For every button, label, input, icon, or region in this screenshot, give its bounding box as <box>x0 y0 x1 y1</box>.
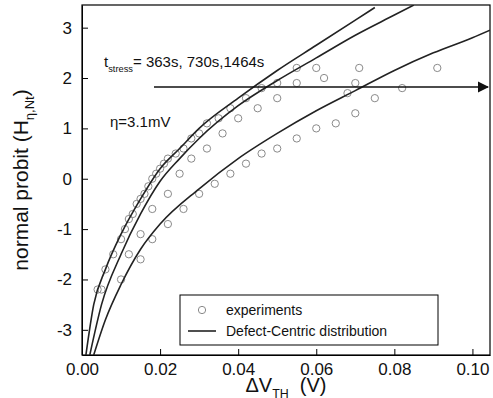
annotation-main: η=3.1mV <box>110 113 170 130</box>
data-point <box>313 64 320 71</box>
y-tick-mark <box>82 28 88 29</box>
y-tick-mark <box>82 229 88 230</box>
data-point <box>274 95 281 102</box>
marks <box>86 5 490 355</box>
data-point <box>203 145 210 152</box>
y-tick-label: 1 <box>63 119 72 138</box>
x-axis-title: ΔVTH (V) <box>245 374 326 398</box>
annotation: tstress= 363s, 730s,1464s <box>104 53 264 74</box>
data-point <box>211 180 218 187</box>
x-tick-mark <box>472 349 473 355</box>
data-point <box>137 230 144 237</box>
x-tick-label: 0.02 <box>144 360 177 379</box>
plot-frame <box>82 5 490 355</box>
y-axis-line <box>82 6 83 356</box>
x-tick-label: 0.08 <box>378 360 411 379</box>
data-point <box>254 105 261 112</box>
y-tick-mark <box>82 128 88 129</box>
y-tick: -2 <box>57 270 88 289</box>
chart: 0.000.020.040.060.080.10-3-2-10123tstres… <box>0 0 493 398</box>
y-tick: 1 <box>63 119 88 138</box>
annotation: η=3.1mV <box>110 113 170 130</box>
y-tick-mark <box>82 78 88 79</box>
y-axis-title-main: normal probit (H <box>9 120 32 271</box>
y-axis-title: normal probit (Hη,Nt) <box>9 89 37 270</box>
y-tick-mark <box>82 279 88 280</box>
x-tick: 0.10 <box>456 349 489 379</box>
legend-label: experiments <box>226 302 302 318</box>
data-point <box>164 155 171 162</box>
legend: experiments Defect-Centric distribution <box>180 295 438 345</box>
y-tick-label: 2 <box>63 69 72 88</box>
data-point <box>227 170 234 177</box>
arrow <box>154 86 488 87</box>
data-point <box>235 115 242 122</box>
y-tick-label: -2 <box>57 270 72 289</box>
y-tick-mark <box>82 330 88 331</box>
annotation-sub: stress <box>108 64 133 74</box>
legend-symbol <box>188 330 216 332</box>
legend-label: Defect-Centric distribution <box>226 323 387 339</box>
data-point <box>164 190 171 197</box>
y-tick: 3 <box>63 19 88 38</box>
data-point <box>398 84 405 91</box>
y-tick-label: 0 <box>63 170 72 189</box>
plot: 0.000.020.040.060.080.10-3-2-10123tstres… <box>57 5 491 379</box>
data-point <box>313 125 320 132</box>
data-point <box>274 145 281 152</box>
data-point <box>164 220 171 227</box>
y-axis-title-sub: η,Nt <box>22 96 37 120</box>
y-tick-label: -3 <box>57 321 72 340</box>
data-point <box>180 205 187 212</box>
x-axis-title-after: (V) <box>289 374 327 396</box>
x-tick: 0.02 <box>144 349 177 379</box>
x-tick: 0.08 <box>378 349 411 379</box>
y-axis: -3 -2 -1 0 1 2 3 <box>57 6 88 356</box>
annotation-after: = 363s, 730s,1464s <box>133 53 264 70</box>
x-axis: 0.000.020.040.060.080.10 <box>66 349 491 379</box>
y-tick: 0 <box>63 170 88 189</box>
y-tick-label: -1 <box>57 220 72 239</box>
data-point <box>356 64 363 71</box>
data-point <box>332 120 339 127</box>
data-point <box>352 79 359 86</box>
data-point <box>320 74 327 81</box>
data-point <box>371 95 378 102</box>
legend-box <box>180 295 438 345</box>
y-tick: -1 <box>57 220 88 239</box>
data-point <box>125 251 132 258</box>
y-tick-mark <box>82 179 88 180</box>
data-point <box>258 150 265 157</box>
x-axis-title-main: ΔV <box>245 374 272 396</box>
y-axis-title-after: ) <box>9 89 32 96</box>
y-tick: -3 <box>57 321 88 340</box>
data-point <box>242 160 249 167</box>
data-point <box>137 256 144 263</box>
data-point <box>219 130 226 137</box>
x-tick-mark <box>394 349 395 355</box>
y-tick: 2 <box>63 69 88 88</box>
data-point <box>188 155 195 162</box>
data-point <box>352 110 359 117</box>
data-point <box>293 135 300 142</box>
x-axis-title-sub: TH <box>272 387 289 398</box>
x-tick-mark <box>160 349 161 355</box>
x-axis-line <box>83 355 491 356</box>
x-tick-mark <box>238 349 239 355</box>
legend-symbol <box>198 306 205 313</box>
data-point <box>434 64 441 71</box>
data-point <box>176 170 183 177</box>
data-point <box>293 79 300 86</box>
data-point <box>149 205 156 212</box>
x-tick-mark <box>316 349 317 355</box>
y-tick-label: 3 <box>63 19 72 38</box>
data-line <box>94 30 490 355</box>
x-tick-label: 0.00 <box>66 360 99 379</box>
x-tick-label: 0.10 <box>456 360 489 379</box>
